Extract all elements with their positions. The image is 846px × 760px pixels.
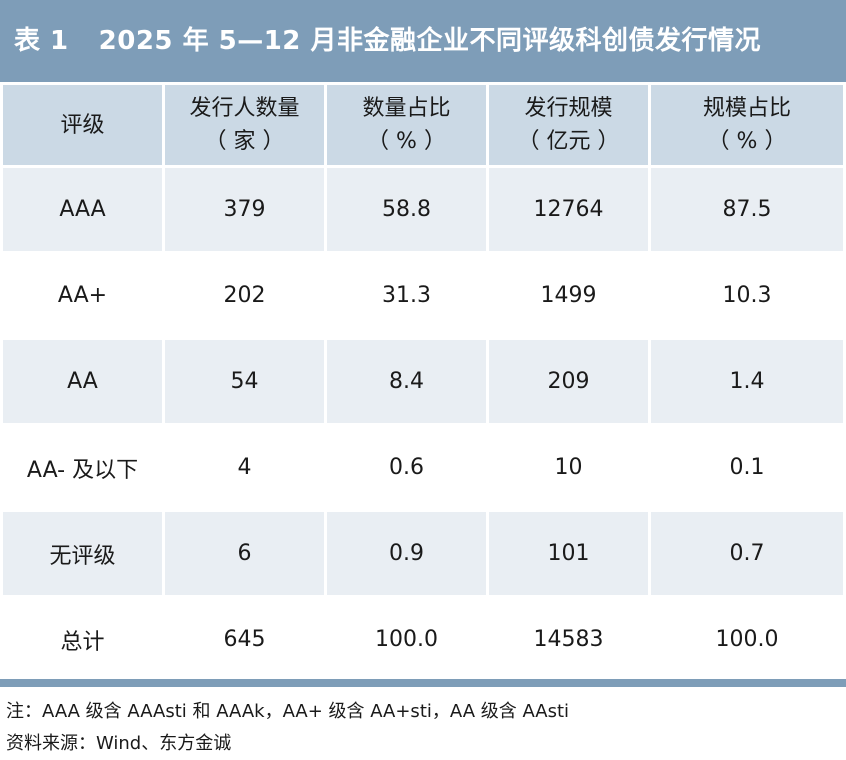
cell-issuer-count: 645 xyxy=(165,598,324,681)
cell-count-share: 100.0 xyxy=(327,598,486,681)
cell-size-share: 87.5 xyxy=(651,168,843,251)
cell-size-share: 10.3 xyxy=(651,254,843,337)
cell-count-share: 8.4 xyxy=(327,340,486,423)
column-header-issuer-count-unit: （ 家 ） xyxy=(204,129,285,154)
table-row-total: 总计 645 100.0 14583 100.0 xyxy=(3,598,843,681)
cell-rating: 无评级 xyxy=(3,512,162,595)
cell-count-share: 58.8 xyxy=(327,168,486,251)
cell-rating: AA xyxy=(3,340,162,423)
cell-size-share: 100.0 xyxy=(651,598,843,681)
data-source: 资料来源：Wind、东方金诚 xyxy=(6,733,232,754)
cell-count-share: 0.9 xyxy=(327,512,486,595)
cell-size-share: 1.4 xyxy=(651,340,843,423)
column-header-size-share-label: 规模占比 xyxy=(702,96,791,121)
column-header-rating-label: 评级 xyxy=(60,112,105,138)
column-header-issue-size-label: 发行规模 xyxy=(524,96,613,121)
table-title-text: 2025 年 5—12 月非金融企业不同评级科创债发行情况 xyxy=(98,26,761,56)
column-header-size-share: 规模占比 （ % ） xyxy=(651,85,843,165)
column-header-count-share-label: 数量占比 xyxy=(362,96,451,121)
cell-issue-size: 12764 xyxy=(489,168,648,251)
cell-rating: AAA xyxy=(3,168,162,251)
cell-issuer-count: 202 xyxy=(165,254,324,337)
table-row-aaa: AAA 379 58.8 12764 87.5 xyxy=(3,168,843,251)
cell-issue-size: 1499 xyxy=(489,254,648,337)
column-header-issuer-count: 发行人数量 （ 家 ） xyxy=(165,85,324,165)
table-row-aa-minus-below: AA- 及以下 4 0.6 10 0.1 xyxy=(3,426,843,509)
column-header-count-share-unit: （ % ） xyxy=(367,129,446,154)
table-number: 表 1 xyxy=(14,26,69,56)
column-header-issuer-count-label: 发行人数量 xyxy=(189,96,300,121)
cell-issue-size: 209 xyxy=(489,340,648,423)
table-row-unrated: 无评级 6 0.9 101 0.7 xyxy=(3,512,843,595)
cell-rating: 总计 xyxy=(3,598,162,681)
data-table: 评级 发行人数量 （ 家 ） 数量占比 （ % ） 发行规模 （ 亿元 ） 规模… xyxy=(0,82,846,684)
table-note: 注：AAA 级含 AAAsti 和 AAAk，AA+ 级含 AA+sti，AA … xyxy=(6,701,570,722)
cell-size-share: 0.7 xyxy=(651,512,843,595)
column-header-size-share-unit: （ % ） xyxy=(707,129,787,154)
table-title: 表 1 2025 年 5—12 月非金融企业不同评级科创债发行情况 xyxy=(0,0,846,82)
cell-issuer-count: 379 xyxy=(165,168,324,251)
cell-issuer-count: 6 xyxy=(165,512,324,595)
column-header-issue-size: 发行规模 （ 亿元 ） xyxy=(489,85,648,165)
cell-count-share: 0.6 xyxy=(327,426,486,509)
table-header-row: 评级 发行人数量 （ 家 ） 数量占比 （ % ） 发行规模 （ 亿元 ） 规模… xyxy=(3,85,843,165)
cell-issue-size: 10 xyxy=(489,426,648,509)
column-header-count-share: 数量占比 （ % ） xyxy=(327,85,486,165)
table-row-aa-plus: AA+ 202 31.3 1499 10.3 xyxy=(3,254,843,337)
cell-rating: AA- 及以下 xyxy=(3,426,162,509)
cell-count-share: 31.3 xyxy=(327,254,486,337)
bottom-divider xyxy=(0,679,846,687)
column-header-issue-size-unit: （ 亿元 ） xyxy=(517,129,620,154)
cell-issue-size: 101 xyxy=(489,512,648,595)
cell-issuer-count: 4 xyxy=(165,426,324,509)
column-header-rating: 评级 xyxy=(3,85,162,165)
cell-issuer-count: 54 xyxy=(165,340,324,423)
table-row-aa: AA 54 8.4 209 1.4 xyxy=(3,340,843,423)
cell-issue-size: 14583 xyxy=(489,598,648,681)
cell-rating: AA+ xyxy=(3,254,162,337)
cell-size-share: 0.1 xyxy=(651,426,843,509)
